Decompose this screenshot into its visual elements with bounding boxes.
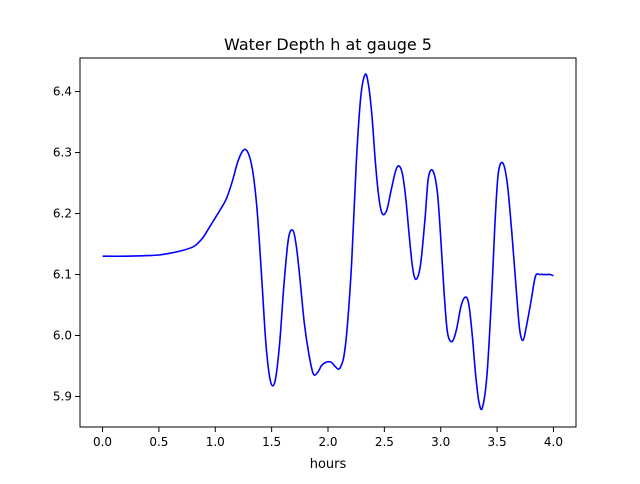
x-axis: 0.0 0.5 1.0 1.5 2.0 2.5 3.0 3.5 4.0 — [93, 427, 563, 449]
x-tick-label: 0.5 — [149, 435, 168, 449]
x-tick-label: 3.0 — [431, 435, 450, 449]
y-tick-label: 6.0 — [53, 329, 72, 343]
x-tick-label: 1.0 — [206, 435, 225, 449]
x-tick-label: 4.0 — [544, 435, 563, 449]
plot-frame — [79, 57, 577, 428]
plot-series — [102, 73, 554, 411]
chart-title: Water Depth h at gauge 5 — [224, 35, 432, 54]
y-tick-label: 6.3 — [53, 146, 72, 160]
series-line — [102, 73, 554, 411]
y-tick-label: 6.1 — [53, 268, 72, 282]
x-tick-label: 1.5 — [262, 435, 281, 449]
x-tick-label: 0.0 — [93, 435, 112, 449]
y-tick-label: 5.9 — [53, 390, 72, 404]
y-tick-label: 6.2 — [53, 207, 72, 221]
x-tick-label: 2.0 — [318, 435, 337, 449]
y-tick-label: 6.4 — [53, 85, 72, 99]
y-axis: 5.9 6.0 6.1 6.2 6.3 6.4 — [53, 85, 80, 404]
x-tick-label: 3.5 — [488, 435, 507, 449]
x-axis-label: hours — [310, 457, 347, 472]
x-tick-label: 2.5 — [375, 435, 394, 449]
